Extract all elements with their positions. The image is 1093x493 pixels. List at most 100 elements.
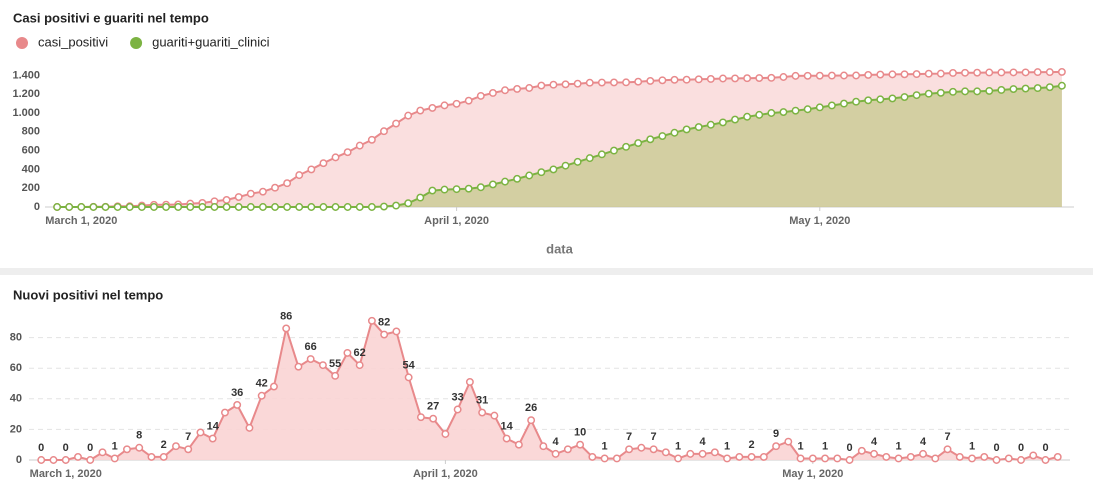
data-point xyxy=(464,96,473,105)
data-point xyxy=(1045,83,1054,92)
data-point xyxy=(936,88,945,97)
y-tick-label: 1.400 xyxy=(12,69,40,81)
data-point xyxy=(488,89,497,97)
legend-label: guariti+guariti_clinici xyxy=(152,34,270,49)
data-point xyxy=(561,161,570,170)
data-point xyxy=(743,112,752,121)
data-point xyxy=(791,71,800,80)
data-label: 66 xyxy=(305,341,317,353)
data-point xyxy=(973,87,982,96)
data-label: 0 xyxy=(846,442,852,454)
data-point xyxy=(649,445,658,454)
data-point xyxy=(367,316,376,325)
data-point xyxy=(343,148,352,157)
x-tick-label: March 1, 2020 xyxy=(45,215,117,227)
data-point xyxy=(318,361,327,370)
y-tick-label: 60 xyxy=(10,362,22,374)
data-point xyxy=(948,69,957,77)
data-point xyxy=(857,446,866,455)
data-point xyxy=(747,452,756,461)
data-label: 1 xyxy=(969,440,975,452)
data-point xyxy=(731,115,739,124)
data-point xyxy=(404,111,413,120)
data-label: 0 xyxy=(63,442,69,454)
data-point xyxy=(1009,85,1018,93)
data-point xyxy=(686,449,695,458)
legend-marker xyxy=(16,37,28,49)
data-point xyxy=(815,103,824,112)
data-point xyxy=(343,348,352,357)
data-point xyxy=(803,105,812,114)
data-label: 2 xyxy=(161,439,167,451)
data-point xyxy=(452,185,461,194)
data-point xyxy=(258,187,267,196)
x-tick-label: May 1, 2020 xyxy=(789,215,850,227)
data-point xyxy=(968,454,976,463)
data-point xyxy=(674,454,683,463)
data-point xyxy=(900,70,909,79)
data-point xyxy=(779,108,788,117)
data-point xyxy=(827,71,836,80)
data-label: 1 xyxy=(822,440,828,452)
data-point xyxy=(936,69,945,78)
data-point xyxy=(246,203,255,211)
data-point xyxy=(441,430,450,438)
data-point xyxy=(319,203,328,211)
data-point xyxy=(49,456,58,464)
data-label: 0 xyxy=(38,442,44,454)
data-point xyxy=(637,443,646,452)
data-label: 7 xyxy=(944,431,950,443)
data-point xyxy=(343,203,352,211)
data-label: 55 xyxy=(329,358,341,370)
data-point xyxy=(501,177,509,186)
data-point xyxy=(735,452,744,461)
data-point xyxy=(888,94,897,103)
data-point xyxy=(1021,84,1030,93)
data-point xyxy=(767,73,776,82)
data-point xyxy=(89,203,98,211)
data-point xyxy=(845,456,854,464)
data-point xyxy=(597,78,606,87)
data-point xyxy=(943,445,952,454)
data-point xyxy=(549,165,558,174)
data-point xyxy=(924,69,933,78)
data-point xyxy=(622,78,631,87)
data-point xyxy=(718,118,727,127)
data-point xyxy=(997,68,1006,77)
data-point xyxy=(948,87,957,96)
data-point xyxy=(186,203,195,211)
data-point xyxy=(772,442,781,451)
data-point xyxy=(755,74,764,82)
data-point xyxy=(731,74,739,83)
data-point xyxy=(634,139,643,148)
data-point xyxy=(525,84,534,92)
data-point xyxy=(658,132,667,140)
data-point xyxy=(331,153,340,162)
data-point xyxy=(150,203,158,211)
data-point xyxy=(269,382,278,391)
data-point xyxy=(429,414,438,423)
data-point xyxy=(465,378,474,386)
data-point xyxy=(961,87,969,96)
data-point xyxy=(1033,84,1042,93)
data-point xyxy=(539,442,548,451)
data-point xyxy=(646,135,655,144)
y-tick-label: 200 xyxy=(22,182,40,194)
series-area xyxy=(57,85,1062,207)
series-line xyxy=(41,318,1059,462)
data-point xyxy=(355,361,364,370)
data-point xyxy=(961,68,969,77)
data-point xyxy=(827,101,836,110)
data-point xyxy=(513,84,522,93)
data-point xyxy=(796,454,805,463)
data-label: 33 xyxy=(452,391,464,403)
data-label: 2 xyxy=(749,439,755,451)
data-point xyxy=(710,448,719,457)
data-point xyxy=(295,171,304,180)
data-point xyxy=(61,456,70,464)
data-point xyxy=(537,168,546,177)
data-point xyxy=(900,93,909,101)
data-point xyxy=(833,454,842,463)
data-point xyxy=(135,443,144,452)
